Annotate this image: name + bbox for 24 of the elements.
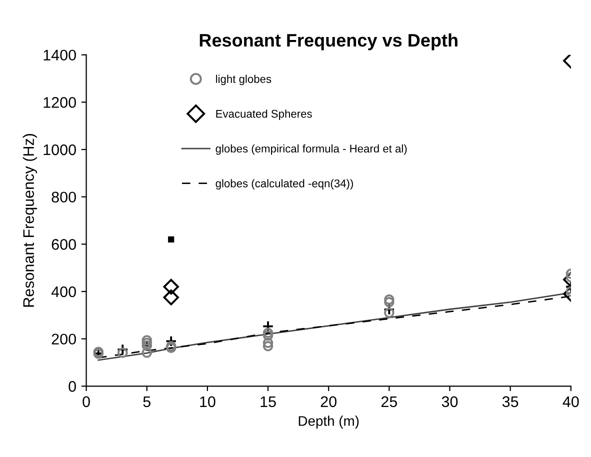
y-tick-label: 0 — [68, 381, 76, 392]
y-tick-label: 1000 — [44, 144, 76, 156]
legend-label: globes (calculated -eqn(34)) — [216, 179, 353, 190]
x-tick-label: 0 — [82, 396, 90, 408]
x-tick-label: 20 — [320, 396, 336, 408]
x-tick-label: 30 — [442, 396, 458, 408]
legend-label: Evacuated Spheres — [216, 110, 312, 120]
y-tick-label: 400 — [51, 286, 76, 298]
x-tick-label: 10 — [200, 396, 216, 408]
x-axis-title: Depth (m) — [298, 416, 359, 429]
y-axis-title: Resonant Frequency (Hz) — [22, 134, 38, 307]
y-tick-label: 200 — [52, 334, 76, 345]
y-tick-label: 600 — [52, 239, 76, 250]
legend-label: light globes — [216, 74, 272, 86]
x-tick-label: 35 — [502, 396, 518, 408]
x-tick-label: 25 — [381, 396, 398, 408]
x-tick-label: 15 — [260, 396, 276, 408]
y-tick-label: 1400 — [44, 50, 76, 61]
y-tick-label: 1200 — [44, 97, 76, 108]
legend-label: globes (empirical formula - Heard et al) — [216, 144, 407, 155]
y-tick-label: 800 — [52, 192, 76, 203]
chart-title: Resonant Frequency vs Depth — [200, 33, 458, 50]
x-tick-label: 5 — [143, 396, 150, 408]
x-tick-label: 40 — [562, 396, 579, 408]
